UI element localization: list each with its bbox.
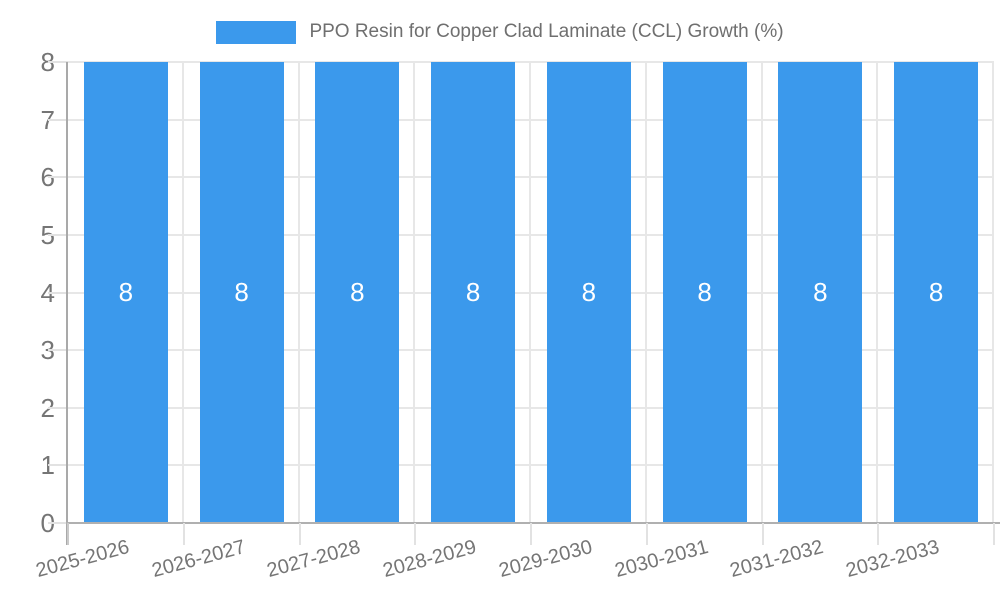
y-gridline	[68, 176, 994, 179]
y-tick-label: 7	[0, 107, 55, 133]
bar[interactable]: 8	[199, 62, 284, 523]
bar-value-label: 8	[813, 277, 828, 307]
y-tick-label: 0	[0, 510, 55, 536]
x-tick-mark	[877, 523, 880, 545]
y-gridline	[68, 349, 994, 352]
y-gridline	[68, 291, 994, 294]
y-tick-mark	[48, 522, 68, 524]
x-tick-mark	[298, 523, 301, 545]
legend-swatch	[216, 20, 297, 44]
x-tick-mark	[414, 523, 417, 545]
bar-value-label: 8	[118, 277, 134, 307]
y-gridline	[68, 464, 994, 467]
bar-value-label: 8	[465, 277, 481, 307]
legend-label: PPO Resin for Copper Clad Laminate (CCL)…	[309, 21, 784, 42]
x-tick-mark	[645, 523, 648, 545]
x-tick-mark	[761, 523, 764, 545]
y-tick-mark	[48, 233, 68, 236]
y-tick-mark	[48, 61, 68, 63]
y-tick-label: 5	[0, 222, 55, 248]
y-tick-label: 8	[0, 49, 55, 75]
y-tick-label: 6	[0, 164, 55, 190]
x-gridline	[644, 62, 647, 523]
y-gridline	[68, 61, 994, 63]
y-gridline	[68, 233, 994, 236]
bar[interactable]: 8	[778, 62, 863, 523]
y-tick-label: 3	[0, 337, 55, 363]
y-tick-mark	[48, 349, 68, 352]
x-tick-mark	[530, 523, 532, 545]
bar[interactable]: 8	[431, 62, 516, 523]
bar[interactable]: 8	[83, 62, 168, 523]
y-gridline	[68, 118, 994, 121]
y-tick-mark	[48, 118, 68, 121]
x-gridline	[760, 62, 763, 523]
y-tick-mark	[48, 291, 68, 294]
y-tick-mark	[48, 176, 68, 179]
x-gridline	[529, 62, 531, 523]
y-tick-mark	[48, 406, 68, 409]
x-tick-mark	[182, 523, 185, 545]
y-axis-line	[66, 62, 68, 545]
y-tick-label: 2	[0, 395, 55, 421]
bar[interactable]: 8	[315, 62, 400, 523]
x-tick-mark	[993, 523, 995, 545]
bar-value-label: 8	[581, 277, 597, 307]
bar[interactable]: 8	[546, 62, 631, 523]
plot-area: 8 8 8 8 8 8 8 8	[68, 61, 994, 523]
y-tick-label: 4	[0, 280, 55, 306]
x-gridline	[992, 62, 994, 523]
x-gridline	[181, 62, 184, 523]
bar-value-label: 8	[697, 277, 712, 307]
x-gridline	[876, 62, 879, 523]
y-tick-mark	[48, 464, 68, 467]
x-axis-line	[66, 522, 1000, 524]
bar[interactable]: 8	[662, 62, 747, 523]
bar-value-label: 8	[928, 277, 944, 307]
x-gridline	[413, 62, 416, 523]
bar-value-label: 8	[350, 277, 365, 307]
legend: PPO Resin for Copper Clad Laminate (CCL)…	[0, 16, 1000, 48]
y-tick-label: 1	[0, 452, 55, 478]
y-gridline	[68, 406, 994, 409]
x-gridline	[297, 62, 300, 523]
bar-value-label: 8	[234, 277, 249, 307]
x-tick-mark	[67, 523, 69, 545]
bar[interactable]: 8	[894, 62, 979, 523]
